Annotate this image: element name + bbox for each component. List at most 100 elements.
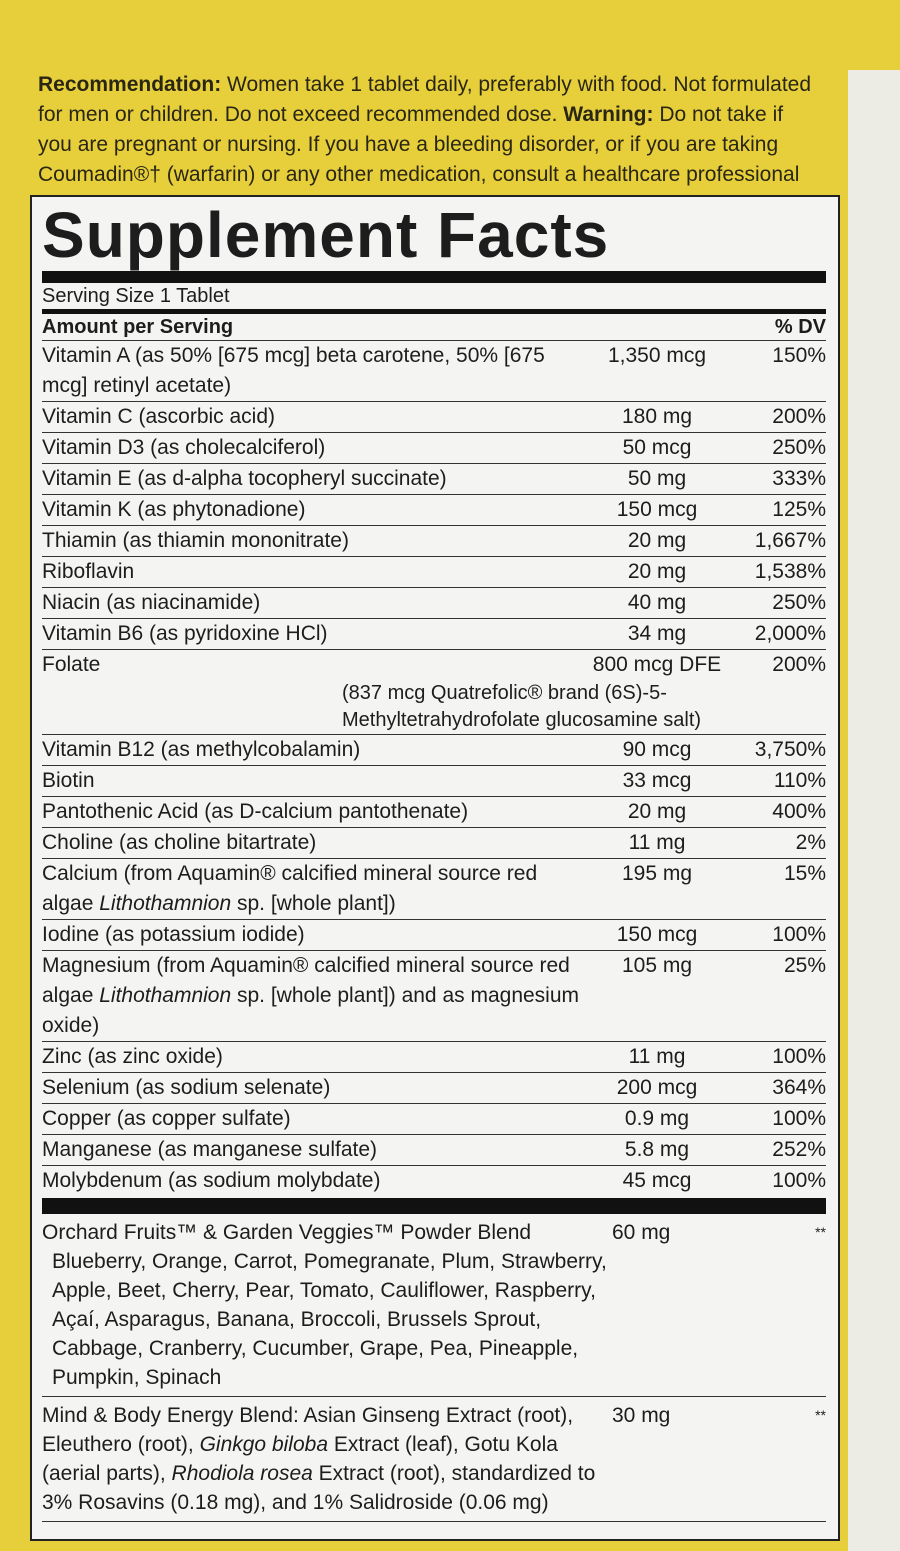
nutrient-name: Vitamin C (ascorbic acid) — [42, 405, 276, 428]
nutrient-name: Selenium (as sodium selenate) — [42, 1076, 331, 1099]
nutrient-row: Pantothenic Acid (as D-calcium pantothen… — [42, 796, 826, 827]
nutrient-name: Vitamin B6 (as pyridoxine HCl) — [42, 622, 328, 645]
nutrient-row: Vitamin C (ascorbic acid) 180 mg 200% — [42, 401, 826, 432]
nutrient-name: Calcium (from Aquamin® calcified mineral… — [42, 859, 582, 919]
nutrient-name: Folate — [42, 653, 101, 676]
daily-value: 110% — [773, 769, 826, 792]
amount: 195 mg — [621, 862, 693, 885]
text-segment: Lithothamnion — [99, 984, 232, 1007]
rule — [42, 1198, 826, 1214]
daily-value: ** — [815, 1224, 826, 1240]
text-segment: Calcium (from Aquamin® calcified mineral… — [42, 862, 538, 915]
nutrient-row: Thiamin (as thiamin mononitrate) 20 mg 1,6… — [42, 525, 826, 556]
daily-value: 400% — [772, 800, 826, 823]
serving-row: Serving Size 1 Tablet — [42, 283, 826, 309]
nutrient-row: Biotin 33 mcg 110% — [42, 765, 826, 796]
nutrient-row: Choline (as choline bitartrate) 11 mg 2% — [42, 827, 826, 858]
nutrient-row: Riboflavin 20 mg 1,538% — [42, 556, 826, 587]
amount: 150 mcg — [616, 498, 698, 521]
amount-header: Amount per Serving — [42, 316, 234, 338]
nutrient-name: Thiamin (as thiamin mononitrate) — [42, 529, 349, 552]
nutrient-name: Riboflavin — [42, 560, 135, 583]
amount: 33 mcg — [622, 769, 692, 792]
text-segment: Lithothamnion — [99, 892, 232, 915]
amount: 5.8 mg — [624, 1138, 690, 1161]
text-segment: sp. [whole plant]) and as magnesium oxid… — [42, 984, 580, 1037]
nutrient-row: Copper (as copper sulfate) 0.9 mg 100% — [42, 1103, 826, 1134]
supplement-facts: Supplement Facts Serving Size 1 Tablet A… — [30, 195, 840, 1541]
amount: 105 mg — [621, 954, 693, 977]
nutrient-name: Choline (as choline bitartrate) — [42, 831, 317, 854]
daily-value: 25% — [783, 954, 826, 977]
amount: 20 mg — [627, 560, 687, 583]
nutrient-name: Molybdenum (as sodium molybdate) — [42, 1169, 381, 1192]
blend-rows: Orchard Fruits™ & Garden Veggies™ Powder… — [42, 1214, 826, 1522]
daily-value: ** — [815, 1407, 826, 1423]
serving-size: Serving Size 1 Tablet — [42, 285, 230, 307]
amount: 40 mg — [627, 591, 687, 614]
daily-value: 125% — [772, 498, 826, 521]
nutrient-row: Molybdenum (as sodium molybdate) 45 mcg 10… — [42, 1165, 826, 1196]
amount: 150 mcg — [616, 923, 698, 946]
daily-value: 333% — [772, 467, 826, 490]
nutrient-name: Manganese (as manganese sulfate) — [42, 1138, 378, 1161]
text-segment: Magnesium (from Aquamin® calcified miner… — [42, 954, 570, 1007]
daily-value: 100% — [772, 1045, 826, 1068]
text-segment: Women take 1 tablet daily, preferably wi… — [38, 73, 812, 126]
amount: 800 mcg DFE — [592, 653, 722, 676]
daily-value: 1,538% — [754, 560, 826, 583]
nutrient-row: Vitamin E (as d-alpha tocopheryl succina… — [42, 463, 826, 494]
nutrient-name: Niacin (as niacinamide) — [42, 591, 261, 614]
daily-value: 200% — [772, 653, 826, 676]
amount: 20 mg — [627, 529, 687, 552]
amount: 20 mg — [627, 800, 687, 823]
blend-row: Mind & Body Energy Blend: Asian Ginseng … — [42, 1397, 826, 1522]
nutrient-name: Pantothenic Acid (as D-calcium pantothen… — [42, 800, 469, 823]
amount: 50 mg — [627, 467, 687, 490]
amount: 90 mcg — [622, 738, 692, 761]
daily-value: 100% — [772, 923, 826, 946]
nutrient-row: Iodine (as potassium iodide) 150 mcg 100% — [42, 919, 826, 950]
blend-ingredients: Blueberry, Orange, Carrot, Pomegranate, … — [52, 1250, 607, 1389]
nutrient-name: Zinc (as zinc oxide) — [42, 1045, 223, 1068]
nutrient-row: Selenium (as sodium selenate) 200 mcg 364% — [42, 1072, 826, 1103]
nutrient-row: Vitamin B6 (as pyridoxine HCl) 34 mg 2,000… — [42, 618, 826, 649]
amount: 11 mg — [628, 1045, 686, 1068]
nutrient-row: Manganese (as manganese sulfate) 5.8 mg 25… — [42, 1134, 826, 1165]
amount: 0.9 mg — [624, 1107, 690, 1130]
dv-header: % DV — [774, 316, 826, 338]
amount: 34 mg — [627, 622, 687, 645]
rule — [42, 271, 826, 283]
nutrient-row: Vitamin K (as phytonadione) 150 mcg 125% — [42, 494, 826, 525]
text-segment: sp. [whole plant]) — [231, 892, 396, 915]
daily-value: 364% — [772, 1076, 826, 1099]
adjacent-panel — [848, 70, 900, 1551]
nutrient-row: Vitamin B12 (as methylcobalamin) 90 mcg 3,… — [42, 734, 826, 765]
amount: 180 mg — [621, 405, 693, 428]
blend-name: Orchard Fruits™ & Garden Veggies™ Powder… — [42, 1218, 612, 1392]
daily-value: 2,000% — [754, 622, 826, 645]
amount: 200 mcg — [616, 1076, 698, 1099]
nutrient-name: Copper (as copper sulfate) — [42, 1107, 291, 1130]
daily-value: 100% — [772, 1107, 826, 1130]
amount: 60 mg — [612, 1221, 671, 1244]
amount: 50 mcg — [622, 436, 692, 459]
text-segment: Warning: — [563, 103, 654, 126]
rule — [42, 309, 826, 314]
daily-value: 150% — [772, 344, 826, 367]
text-segment: Mind & Body Energy Blend: Asian Ginseng … — [42, 1404, 574, 1456]
nutrient-row: Folate 800 mcg DFE 200% — [42, 649, 826, 680]
text-segment: Extract (root), standardized to 3% Rosav… — [42, 1462, 596, 1514]
daily-value: 15% — [783, 862, 826, 885]
blend-row: Orchard Fruits™ & Garden Veggies™ Powder… — [42, 1214, 826, 1397]
daily-value: 3,750% — [754, 738, 826, 761]
daily-value: 200% — [772, 405, 826, 428]
daily-value: 2% — [795, 831, 826, 854]
amount: 1,350 mcg — [607, 344, 707, 367]
daily-value: 250% — [772, 436, 826, 459]
nutrient-name: Vitamin A (as 50% [675 mcg] beta caroten… — [42, 344, 545, 397]
nutrient-name: Iodine (as potassium iodide) — [42, 923, 305, 946]
nutrient-name: Vitamin B12 (as methylcobalamin) — [42, 738, 361, 761]
amount: 45 mcg — [622, 1169, 692, 1192]
